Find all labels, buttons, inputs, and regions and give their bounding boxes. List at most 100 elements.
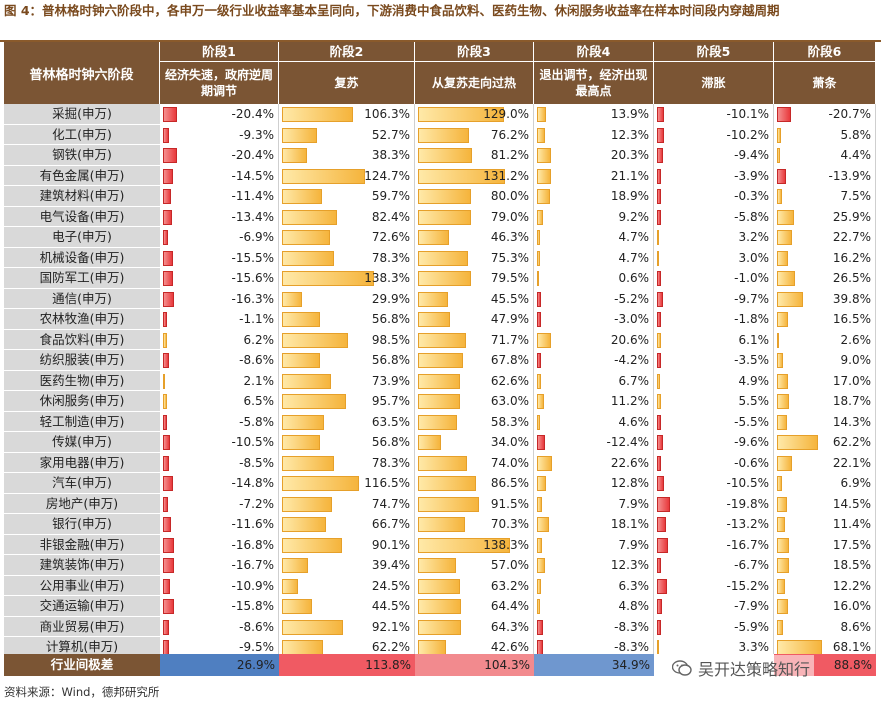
table-cell: 34.0%	[415, 432, 534, 453]
positive-bar	[537, 414, 541, 430]
negative-bar	[537, 312, 541, 327]
cell-value: -15.5%	[231, 250, 274, 265]
negative-bar	[657, 414, 661, 430]
table-cell: -10.1%	[654, 104, 774, 125]
cell-value: 6.2%	[243, 332, 275, 347]
cell-value: 7.9%	[618, 496, 650, 511]
cell-value: -8.6%	[239, 619, 274, 634]
table-cell: 46.3%	[415, 227, 534, 248]
table-cell: 52.7%	[279, 124, 415, 145]
cell-value: 47.9%	[490, 312, 529, 326]
cell-value: -11.4%	[231, 189, 274, 203]
table-cell: 74.0%	[415, 452, 534, 473]
negative-bar	[657, 107, 664, 122]
stage-returns-table: 普林格时钟六阶段 阶段1 经济失速，政府逆周期调节 阶段2 复苏 阶段3 从复苏走向过热阶…	[4, 42, 876, 676]
cell-value: 91.5%	[490, 496, 529, 511]
cell-value: -16.7%	[231, 558, 274, 572]
cell-value: 62.2%	[371, 640, 410, 654]
cell-value: -3.0%	[614, 312, 649, 326]
cell-value: -8.5%	[239, 455, 274, 470]
cell-value: -5.8%	[734, 209, 769, 224]
cell-value: 12.2%	[832, 578, 871, 593]
table-cell: 116.5%	[279, 473, 415, 494]
positive-bar	[777, 517, 785, 532]
positive-bar	[418, 619, 461, 635]
cell-value: 18.5%	[832, 558, 871, 572]
cell-value: 138.3%	[483, 537, 529, 552]
table-cell: -9.4%	[654, 145, 774, 166]
cell-value: -7.9%	[734, 599, 769, 613]
cell-value: 5.8%	[840, 127, 872, 142]
positive-bar	[282, 435, 320, 450]
positive-bar	[537, 209, 544, 225]
negative-bar	[163, 189, 171, 204]
table-cell: 124.7%	[279, 165, 415, 186]
positive-bar	[282, 332, 348, 348]
industry-label: 纺织服装(申万)	[4, 350, 160, 371]
positive-bar	[282, 353, 320, 368]
cell-value: -9.4%	[734, 148, 769, 162]
positive-bar	[418, 230, 449, 245]
positive-bar	[282, 271, 374, 286]
industry-label: 商业贸易(申万)	[4, 616, 160, 637]
cell-value: 12.3%	[610, 127, 649, 142]
cell-value: 17.5%	[832, 537, 871, 552]
table-cell: 22.6%	[534, 452, 654, 473]
positive-bar	[537, 189, 550, 204]
table-cell: -10.2%	[654, 124, 774, 145]
cell-value: 56.8%	[371, 435, 410, 449]
table-cell: 70.3%	[415, 514, 534, 535]
table-cell: -9.7%	[654, 288, 774, 309]
positive-bar	[418, 599, 461, 614]
positive-bar	[657, 332, 662, 348]
table-cell: 4.7%	[534, 247, 654, 268]
cell-value: 18.9%	[610, 189, 649, 203]
industry-label: 建筑材料(申万)	[4, 186, 160, 207]
table-cell: -8.6%	[160, 350, 279, 371]
negative-bar	[163, 558, 175, 573]
table-cell: -3.9%	[654, 165, 774, 186]
positive-bar	[282, 312, 320, 327]
table-cell: 12.2%	[774, 575, 876, 596]
cell-value: 16.5%	[832, 312, 871, 326]
table-cell: 4.8%	[534, 596, 654, 617]
cell-value: -15.2%	[726, 578, 769, 593]
negative-bar	[163, 517, 171, 532]
industry-label: 家用电器(申万)	[4, 452, 160, 473]
negative-bar	[163, 127, 170, 143]
table-cell: 17.0%	[774, 370, 876, 391]
table-cell: 63.0%	[415, 391, 534, 412]
positive-bar	[777, 312, 788, 327]
wechat-icon	[672, 660, 692, 676]
table-cell: -5.8%	[654, 206, 774, 227]
cell-value: 106.3%	[364, 107, 410, 121]
positive-bar	[418, 209, 471, 225]
cell-value: -13.9%	[828, 168, 871, 183]
industry-label: 电子(申万)	[4, 227, 160, 248]
positive-bar	[163, 394, 168, 409]
negative-bar	[163, 271, 174, 286]
negative-bar	[163, 476, 173, 491]
table-cell: -19.8%	[654, 493, 774, 514]
table-cell: -15.5%	[160, 247, 279, 268]
positive-bar	[777, 435, 819, 450]
stage-name-4: 阶段4	[534, 42, 654, 62]
table-cell: 45.5%	[415, 288, 534, 309]
table-cell: 7.9%	[534, 534, 654, 555]
stage-desc-1: 经济失速，政府逆周期调节	[160, 62, 279, 104]
positive-bar	[418, 496, 479, 512]
table-cell: 18.9%	[534, 186, 654, 207]
cell-value: -15.8%	[231, 599, 274, 613]
table-cell: -5.9%	[654, 616, 774, 637]
table-cell: 92.1%	[279, 616, 415, 637]
table-cell: 138.3%	[415, 534, 534, 555]
table-cell: -8.6%	[160, 616, 279, 637]
positive-bar	[282, 394, 346, 409]
cell-value: 86.5%	[490, 476, 529, 490]
cell-value: 14.5%	[832, 496, 871, 511]
cell-value: 13.9%	[610, 107, 649, 121]
cell-value: -5.8%	[239, 414, 274, 429]
positive-bar	[282, 537, 342, 553]
cell-value: 6.7%	[618, 373, 650, 388]
positive-bar	[777, 537, 789, 553]
